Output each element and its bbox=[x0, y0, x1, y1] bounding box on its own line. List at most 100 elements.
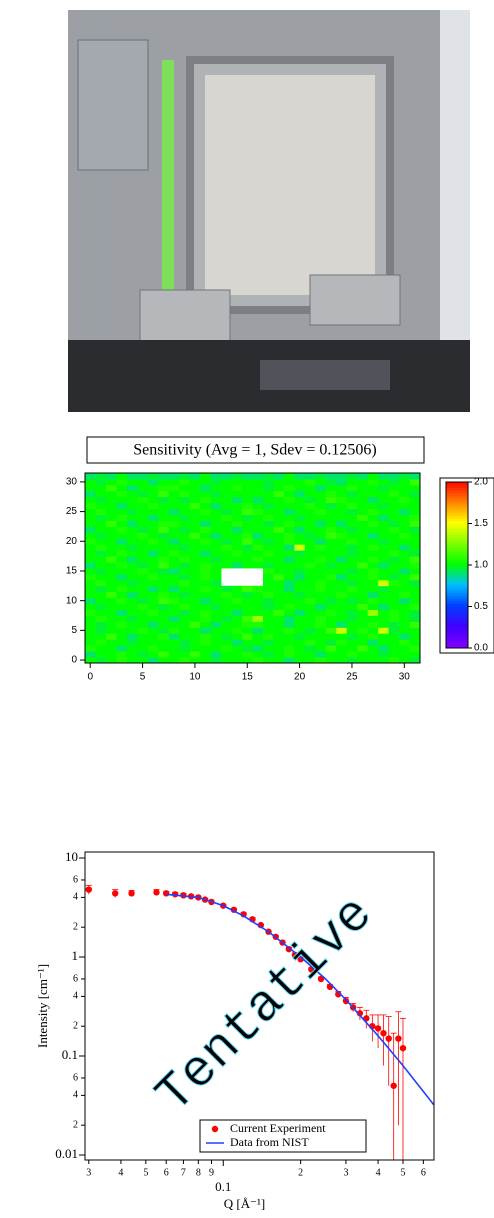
heat-cell bbox=[336, 478, 348, 486]
heat-cell bbox=[399, 621, 410, 628]
heat-cell bbox=[147, 597, 159, 605]
heat-cell bbox=[357, 550, 369, 557]
heat-cell bbox=[294, 556, 306, 563]
heat-cell bbox=[200, 627, 212, 634]
heat-cell bbox=[294, 573, 306, 581]
heat-cell bbox=[200, 657, 212, 664]
colorbar-step bbox=[446, 639, 468, 643]
heat-cell bbox=[189, 603, 201, 610]
heat-cell bbox=[231, 484, 243, 492]
colorbar-step bbox=[446, 642, 468, 646]
heat-cell bbox=[409, 579, 421, 587]
heat-cell bbox=[95, 603, 107, 610]
heat-cell bbox=[252, 532, 264, 539]
heat-cell bbox=[262, 538, 274, 545]
heat-cell bbox=[346, 621, 358, 628]
heat-cell bbox=[283, 591, 295, 599]
heat-cell bbox=[262, 585, 274, 593]
heat-cell bbox=[273, 538, 285, 545]
heat-cell bbox=[378, 496, 389, 504]
heat-cell bbox=[325, 609, 337, 616]
heat-cell bbox=[283, 627, 295, 634]
heat-cell bbox=[200, 496, 212, 504]
colorbar-step bbox=[446, 482, 468, 486]
heat-cell bbox=[179, 579, 191, 587]
heat-cell bbox=[200, 514, 212, 521]
heat-cell bbox=[378, 609, 389, 616]
data-point bbox=[153, 889, 160, 896]
heat-cell bbox=[367, 514, 379, 521]
heat-cell bbox=[105, 550, 117, 557]
heat-cell bbox=[221, 657, 232, 664]
x-tick-label: 25 bbox=[346, 672, 358, 683]
heat-cell bbox=[357, 556, 369, 563]
heat-cell bbox=[85, 538, 96, 545]
heat-cell bbox=[304, 603, 316, 610]
heat-cell bbox=[325, 538, 337, 545]
heat-cell bbox=[367, 639, 379, 646]
heat-cell bbox=[137, 657, 149, 664]
heat-cell bbox=[231, 508, 243, 515]
heat-cell bbox=[210, 473, 222, 480]
heat-cell bbox=[189, 556, 201, 563]
heat-cell bbox=[126, 562, 138, 569]
heat-cell bbox=[388, 591, 400, 599]
colorbar-step bbox=[446, 589, 468, 594]
heat-cell bbox=[367, 609, 379, 616]
heat-cell bbox=[399, 520, 410, 527]
heat-cell bbox=[147, 490, 159, 498]
heat-cell bbox=[116, 473, 128, 480]
heat-cell bbox=[315, 562, 327, 569]
heat-cell bbox=[158, 645, 170, 652]
heat-cell bbox=[325, 568, 337, 575]
heat-cell bbox=[95, 615, 107, 622]
heat-cell bbox=[357, 639, 369, 646]
heat-cell bbox=[210, 478, 222, 486]
heat-cell bbox=[221, 645, 232, 652]
heat-cell bbox=[147, 508, 159, 515]
heat-cell bbox=[221, 508, 232, 515]
heat-cell bbox=[179, 603, 191, 610]
x-tick-label: 15 bbox=[242, 672, 254, 683]
heat-cell bbox=[357, 657, 369, 664]
colorbar-step bbox=[446, 628, 468, 632]
heat-cell bbox=[200, 490, 212, 498]
heat-cell bbox=[294, 514, 306, 521]
heat-cell bbox=[158, 597, 170, 605]
heat-cell bbox=[242, 538, 253, 545]
y-tick-label: 15 bbox=[66, 566, 78, 577]
heat-cell bbox=[200, 562, 212, 569]
colorbar-step bbox=[446, 573, 468, 577]
heat-cell bbox=[137, 609, 149, 616]
heat-cell bbox=[262, 562, 274, 569]
heat-cell bbox=[294, 639, 306, 646]
colorbar-step bbox=[446, 504, 468, 508]
heat-cell bbox=[357, 651, 369, 658]
heat-cell bbox=[95, 591, 107, 599]
heat-cell bbox=[158, 579, 170, 587]
heat-cell bbox=[126, 544, 138, 551]
heat-cell bbox=[252, 621, 264, 628]
heat-cell bbox=[294, 502, 306, 510]
heat-cell bbox=[105, 609, 117, 616]
heat-cell bbox=[242, 490, 253, 498]
heat-cell bbox=[95, 639, 107, 646]
heat-cell bbox=[85, 627, 96, 634]
heat-cell bbox=[283, 573, 295, 581]
y-tick-label: 30 bbox=[66, 477, 78, 488]
heat-cell bbox=[315, 484, 327, 492]
heat-cell bbox=[137, 544, 149, 551]
heat-cell bbox=[116, 639, 128, 646]
legend-label: Current Experiment bbox=[230, 1121, 326, 1135]
heat-cell bbox=[409, 621, 421, 628]
heat-cell bbox=[252, 609, 264, 616]
detector-photo bbox=[68, 10, 470, 412]
heat-cell bbox=[158, 657, 170, 664]
heat-cell bbox=[231, 490, 243, 498]
heat-cell bbox=[409, 627, 421, 634]
heat-cell bbox=[367, 544, 379, 551]
heat-cell bbox=[346, 520, 358, 527]
heat-cell bbox=[315, 544, 327, 551]
heat-cell bbox=[336, 579, 348, 587]
